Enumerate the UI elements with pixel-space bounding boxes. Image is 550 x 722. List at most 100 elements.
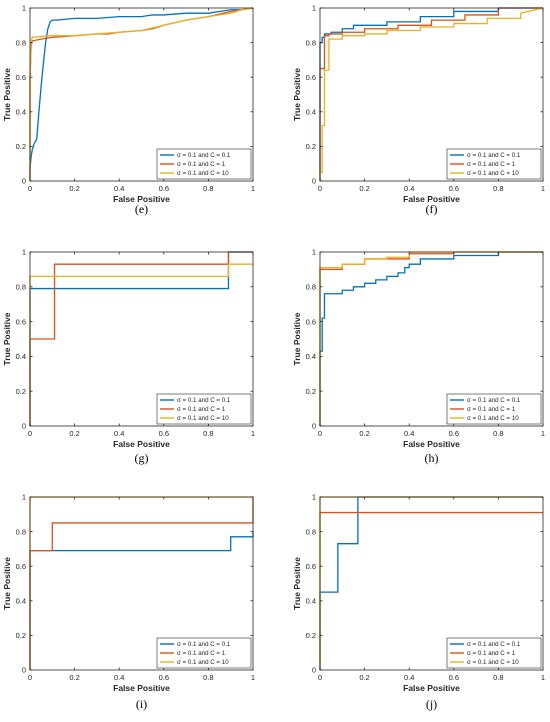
legend: σ = 0.1 and C = 0.1 σ = 0.1 and C = 1 σ = … — [446, 393, 542, 425]
legend-entry: σ = 0.1 and C = 1 — [467, 406, 516, 413]
x-tick-label: 0.8 — [493, 673, 503, 682]
y-tick-label: 0.4 — [16, 352, 26, 361]
x-tick-label: 0.6 — [159, 429, 169, 438]
y-axis-label: True Positive — [292, 557, 302, 610]
y-tick-label: 0.6 — [306, 562, 316, 571]
legend-entry: σ = 0.1 and C = 10 — [467, 659, 519, 666]
x-tick-label: 0.4 — [114, 673, 124, 682]
x-tick-label: 0.4 — [114, 184, 124, 193]
y-tick-label: 0.8 — [306, 527, 316, 536]
series-line-c01 — [29, 7, 254, 181]
legend-entry: σ = 0.1 and C = 0.1 — [177, 152, 231, 159]
y-tick-label: 0.6 — [306, 317, 316, 326]
x-tick-label: 1 — [541, 429, 545, 438]
legend-entry: σ = 0.1 and C = 0.1 — [467, 397, 521, 404]
y-tick-label: 0.4 — [306, 597, 316, 606]
plot-frame — [319, 251, 544, 427]
y-tick-label: 0.8 — [16, 527, 26, 536]
plot-frame — [29, 7, 254, 182]
x-axis-label: False Positive — [403, 194, 460, 204]
legend-entry: σ = 0.1 and C = 0.1 — [467, 152, 521, 159]
panel-caption: (f) — [426, 202, 438, 216]
x-tick-label: 1 — [251, 429, 255, 438]
y-tick-label: 0 — [312, 177, 316, 186]
x-tick-label: 0.4 — [404, 429, 414, 438]
x-tick-label: 0 — [28, 673, 32, 682]
y-tick-label: 0.2 — [16, 387, 26, 396]
series-line-c10 — [319, 251, 543, 426]
series-line-c10 — [319, 7, 544, 181]
panel-caption: (g) — [135, 451, 149, 465]
series-line-c1 — [319, 7, 543, 181]
x-tick-label: 0.2 — [359, 673, 369, 682]
legend-entry: σ = 0.1 and C = 10 — [467, 415, 519, 422]
y-tick-label: 0.2 — [16, 631, 26, 640]
x-axis-label: False Positive — [113, 194, 170, 204]
y-tick-label: 0.6 — [16, 562, 26, 571]
y-tick-label: 0.8 — [306, 283, 316, 292]
x-axis-label: False Positive — [403, 683, 460, 693]
y-tick-label: 1 — [312, 248, 316, 257]
x-tick-label: 0.2 — [69, 673, 79, 682]
y-tick-label: 1 — [22, 248, 26, 257]
y-tick-label: 0 — [312, 666, 316, 675]
plot-frame — [319, 7, 544, 182]
x-tick-label: 0 — [28, 429, 32, 438]
y-axis-label: True Positive — [2, 312, 12, 365]
roc-panel-i: 0 0.2 0.4 0.6 0.8 1 0 0.2 0.4 0.6 0.8 1 False Positi… — [2, 493, 255, 711]
y-tick-label: 0.6 — [16, 73, 26, 82]
legend-entry: σ = 0.1 and C = 0.1 — [467, 641, 521, 648]
x-tick-label: 0.2 — [69, 429, 79, 438]
legend: σ = 0.1 and C = 0.1 σ = 0.1 and C = 1 σ = … — [446, 637, 542, 669]
y-axis-label: True Positive — [2, 68, 12, 121]
y-tick-label: 0 — [22, 422, 26, 431]
legend: σ = 0.1 and C = 0.1 σ = 0.1 and C = 1 σ = … — [446, 148, 542, 180]
x-tick-label: 0.8 — [203, 184, 213, 193]
x-tick-label: 0 — [318, 184, 322, 193]
series-line-c01 — [319, 7, 543, 181]
y-tick-label: 0.2 — [16, 142, 26, 151]
legend-entry: σ = 0.1 and C = 1 — [177, 650, 226, 657]
panel-caption: (j) — [426, 697, 437, 711]
legend-entry: σ = 0.1 and C = 10 — [177, 170, 229, 177]
legend-entry: σ = 0.1 and C = 1 — [177, 406, 226, 413]
y-tick-label: 1 — [22, 493, 26, 502]
legend: σ = 0.1 and C = 0.1 σ = 0.1 and C = 1 σ = … — [156, 637, 252, 669]
plot-frame — [319, 496, 544, 671]
y-tick-label: 0.4 — [306, 352, 316, 361]
x-tick-label: 0 — [28, 184, 32, 193]
x-tick-label: 0.4 — [404, 673, 414, 682]
y-tick-label: 0.2 — [306, 631, 316, 640]
legend-entry: σ = 0.1 and C = 1 — [177, 161, 226, 168]
legend-entry: σ = 0.1 and C = 0.1 — [177, 641, 231, 648]
y-tick-label: 0.4 — [16, 597, 26, 606]
roc-panel-g: 0 0.2 0.4 0.6 0.8 1 0 0.2 0.4 0.6 0.8 1 False Positi… — [2, 248, 255, 465]
legend-entry: σ = 0.1 and C = 1 — [467, 650, 516, 657]
x-tick-label: 0.8 — [493, 429, 503, 438]
x-tick-label: 0.6 — [159, 184, 169, 193]
x-tick-label: 0.4 — [114, 429, 124, 438]
y-tick-label: 0.6 — [16, 317, 26, 326]
x-tick-label: 0.2 — [359, 184, 369, 193]
x-tick-label: 1 — [541, 673, 545, 682]
plot-frame — [29, 251, 254, 427]
y-tick-label: 0 — [22, 177, 26, 186]
panel-caption: (h) — [425, 451, 439, 465]
series-line-c01 — [319, 251, 543, 426]
x-axis-label: False Positive — [403, 439, 460, 449]
y-tick-label: 0.8 — [16, 38, 26, 47]
x-tick-label: 0.6 — [159, 673, 169, 682]
roc-panel-f: 0 0.2 0.4 0.6 0.8 1 0 0.2 0.4 0.6 0.8 1 False Positi… — [292, 4, 545, 216]
x-tick-label: 0 — [318, 429, 322, 438]
legend-entry: σ = 0.1 and C = 10 — [177, 415, 229, 422]
roc-panel-h: 0 0.2 0.4 0.6 0.8 1 0 0.2 0.4 0.6 0.8 1 False Positi… — [292, 248, 545, 465]
panel-caption: (e) — [135, 202, 148, 216]
x-tick-label: 0.8 — [203, 673, 213, 682]
series-line-c10 — [29, 7, 254, 181]
x-axis-label: False Positive — [113, 439, 170, 449]
legend-entry: σ = 0.1 and C = 0.1 — [177, 397, 231, 404]
y-axis-label: True Positive — [292, 68, 302, 121]
y-tick-label: 0 — [312, 422, 316, 431]
y-tick-label: 0.4 — [306, 108, 316, 117]
